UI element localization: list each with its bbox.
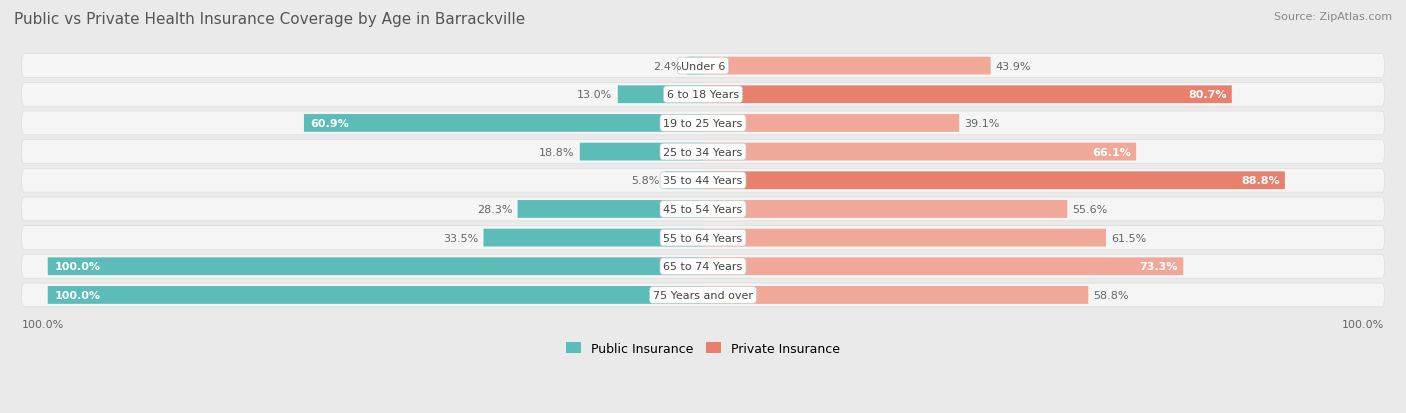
FancyBboxPatch shape [703, 86, 1232, 104]
Text: 6 to 18 Years: 6 to 18 Years [666, 90, 740, 100]
Text: 5.8%: 5.8% [631, 176, 659, 186]
Text: 88.8%: 88.8% [1241, 176, 1279, 186]
Text: 18.8%: 18.8% [538, 147, 575, 157]
Text: 75 Years and over: 75 Years and over [652, 290, 754, 300]
FancyBboxPatch shape [617, 86, 703, 104]
Text: 65 to 74 Years: 65 to 74 Years [664, 262, 742, 272]
Text: 25 to 34 Years: 25 to 34 Years [664, 147, 742, 157]
FancyBboxPatch shape [21, 55, 1385, 78]
Text: 100.0%: 100.0% [55, 290, 100, 300]
Text: Public vs Private Health Insurance Coverage by Age in Barrackville: Public vs Private Health Insurance Cover… [14, 12, 526, 27]
FancyBboxPatch shape [21, 226, 1385, 250]
FancyBboxPatch shape [703, 201, 1067, 218]
FancyBboxPatch shape [21, 197, 1385, 221]
Text: 19 to 25 Years: 19 to 25 Years [664, 119, 742, 128]
Text: 61.5%: 61.5% [1111, 233, 1146, 243]
FancyBboxPatch shape [703, 258, 1184, 275]
FancyBboxPatch shape [21, 83, 1385, 107]
Text: 45 to 54 Years: 45 to 54 Years [664, 204, 742, 214]
FancyBboxPatch shape [665, 172, 703, 190]
FancyBboxPatch shape [579, 143, 703, 161]
Text: Under 6: Under 6 [681, 62, 725, 71]
FancyBboxPatch shape [48, 286, 703, 304]
Text: 58.8%: 58.8% [1094, 290, 1129, 300]
Text: 100.0%: 100.0% [55, 262, 100, 272]
FancyBboxPatch shape [688, 57, 703, 75]
FancyBboxPatch shape [517, 201, 703, 218]
Text: 28.3%: 28.3% [477, 204, 512, 214]
FancyBboxPatch shape [21, 255, 1385, 278]
Text: 33.5%: 33.5% [443, 233, 478, 243]
Text: 66.1%: 66.1% [1092, 147, 1130, 157]
FancyBboxPatch shape [484, 229, 703, 247]
FancyBboxPatch shape [48, 258, 703, 275]
FancyBboxPatch shape [21, 169, 1385, 193]
Text: 13.0%: 13.0% [578, 90, 613, 100]
Text: 55 to 64 Years: 55 to 64 Years [664, 233, 742, 243]
Text: 35 to 44 Years: 35 to 44 Years [664, 176, 742, 186]
FancyBboxPatch shape [703, 57, 991, 75]
FancyBboxPatch shape [703, 143, 1136, 161]
Text: 55.6%: 55.6% [1073, 204, 1108, 214]
Text: 73.3%: 73.3% [1140, 262, 1178, 272]
Text: 60.9%: 60.9% [311, 119, 349, 128]
FancyBboxPatch shape [703, 115, 959, 133]
Legend: Public Insurance, Private Insurance: Public Insurance, Private Insurance [561, 337, 845, 360]
FancyBboxPatch shape [703, 172, 1285, 190]
FancyBboxPatch shape [703, 229, 1107, 247]
Text: 43.9%: 43.9% [995, 62, 1032, 71]
Text: 80.7%: 80.7% [1188, 90, 1226, 100]
FancyBboxPatch shape [703, 286, 1088, 304]
Text: 2.4%: 2.4% [654, 62, 682, 71]
FancyBboxPatch shape [21, 283, 1385, 307]
Text: 39.1%: 39.1% [965, 119, 1000, 128]
Text: 100.0%: 100.0% [1343, 320, 1385, 330]
FancyBboxPatch shape [304, 115, 703, 133]
Text: Source: ZipAtlas.com: Source: ZipAtlas.com [1274, 12, 1392, 22]
Text: 100.0%: 100.0% [21, 320, 63, 330]
FancyBboxPatch shape [21, 112, 1385, 135]
FancyBboxPatch shape [21, 140, 1385, 164]
